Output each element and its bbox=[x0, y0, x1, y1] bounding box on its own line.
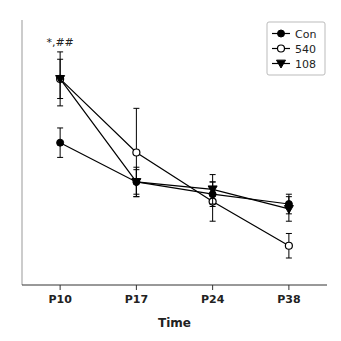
point bbox=[284, 206, 293, 214]
x-tick bbox=[288, 285, 289, 290]
legend-marker bbox=[278, 30, 285, 37]
y-axis-line bbox=[22, 20, 23, 285]
annotation: *,## bbox=[46, 36, 73, 49]
point bbox=[56, 76, 65, 84]
error-bar-cap bbox=[57, 127, 63, 128]
point bbox=[285, 242, 292, 249]
point bbox=[57, 139, 64, 146]
error-bar-cap bbox=[133, 108, 139, 109]
error-bar-cap bbox=[57, 157, 63, 158]
error-bar-cap bbox=[133, 196, 139, 197]
error-bar-cap bbox=[210, 221, 216, 222]
point bbox=[132, 179, 141, 187]
legend-label: 108 bbox=[295, 58, 316, 71]
series-line bbox=[60, 79, 289, 209]
error-bar-cap bbox=[133, 167, 139, 168]
error-bar-cap bbox=[57, 105, 63, 106]
x-axis-line bbox=[22, 285, 327, 286]
point bbox=[133, 178, 140, 185]
x-axis-label: Time bbox=[158, 316, 191, 330]
error-bar-cap bbox=[286, 221, 292, 222]
error-bar bbox=[286, 233, 292, 258]
error-bar-cap bbox=[133, 196, 139, 197]
plot-marks bbox=[56, 52, 294, 258]
legend-label: 540 bbox=[295, 43, 316, 56]
error-bar-cap bbox=[210, 204, 216, 205]
error-bar-cap bbox=[286, 233, 292, 234]
x-tick-label: P17 bbox=[125, 293, 148, 306]
series-line bbox=[60, 143, 289, 204]
chart: P10 P17 P24 P38 Time *,## Con 540 108 bbox=[0, 0, 341, 341]
legend-marker bbox=[277, 60, 286, 68]
legend-marker bbox=[278, 45, 285, 52]
x-tick-label: P10 bbox=[48, 293, 72, 306]
x-tick-label: P24 bbox=[201, 293, 225, 306]
legend-label: Con bbox=[295, 28, 316, 41]
point bbox=[208, 186, 217, 194]
point bbox=[133, 149, 140, 156]
x-tick bbox=[136, 285, 137, 290]
x-tick-label: P38 bbox=[277, 293, 300, 306]
x-tick bbox=[212, 285, 213, 290]
error-bar-cap bbox=[57, 98, 63, 99]
series-line bbox=[60, 79, 289, 246]
error-bar-cap bbox=[286, 196, 292, 197]
legend-box bbox=[267, 22, 325, 75]
error-bar-cap bbox=[210, 174, 216, 175]
error-bar-cap bbox=[286, 258, 292, 259]
error-bar-cap bbox=[57, 59, 63, 60]
error-bar bbox=[57, 128, 63, 157]
legend: Con 540 108 bbox=[267, 22, 325, 75]
error-bar-cap bbox=[286, 194, 292, 195]
x-tick bbox=[60, 285, 61, 290]
error-bar-cap bbox=[57, 51, 63, 52]
